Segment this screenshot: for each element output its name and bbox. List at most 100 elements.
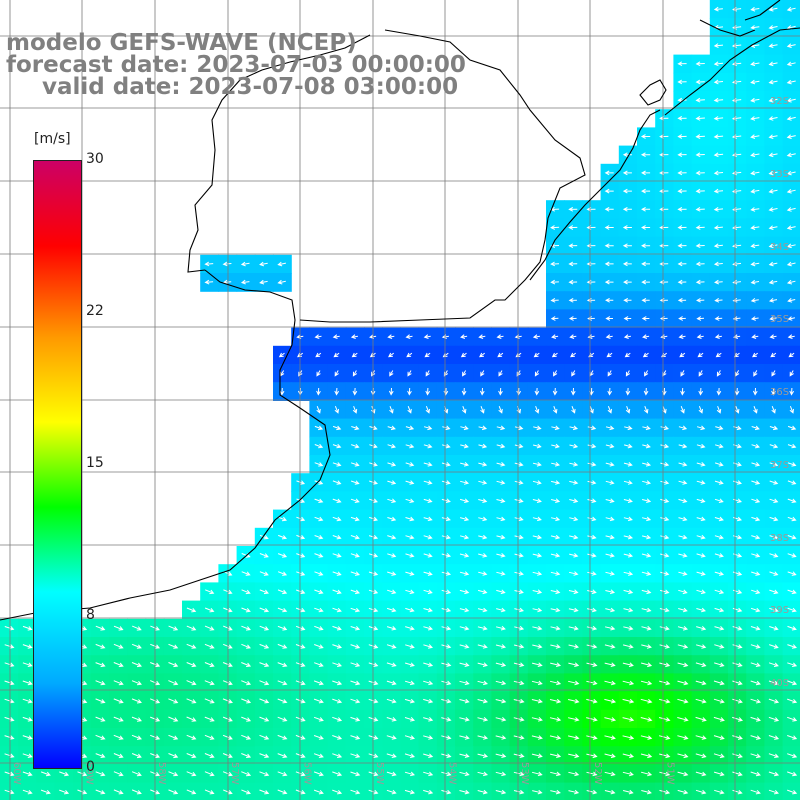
wind-arrow	[641, 170, 651, 176]
wind-arrow	[677, 152, 687, 158]
wind-arrow	[550, 279, 559, 285]
wind-arrow	[787, 534, 797, 540]
wind-arrow	[640, 152, 651, 158]
wind-arrow	[313, 753, 324, 758]
wind-arrow	[641, 644, 652, 649]
wind-arrow	[751, 553, 761, 558]
wind-arrow	[713, 170, 724, 176]
wind-arrow	[314, 443, 324, 449]
wind-arrow	[407, 370, 412, 377]
wind-arrow	[386, 680, 397, 686]
wind-arrow	[713, 698, 725, 704]
wind-arrow	[460, 443, 469, 449]
wind-arrow	[678, 334, 686, 339]
wind-arrow	[316, 387, 321, 396]
wind-arrow	[605, 516, 615, 522]
wind-arrow	[441, 680, 452, 686]
wind-arrow	[714, 644, 725, 649]
wind-arrow	[586, 644, 598, 649]
wind-arrow	[241, 789, 251, 795]
wind-arrow	[695, 170, 705, 176]
wind-arrow	[553, 370, 558, 377]
wind-arrow	[787, 735, 798, 740]
wind-arrow	[678, 462, 688, 467]
wind-arrow	[750, 6, 760, 12]
wind-arrow	[568, 297, 577, 303]
wind-arrow	[677, 698, 689, 704]
wind-arrow	[789, 387, 795, 396]
wind-arrow	[750, 771, 761, 777]
wind-arrow	[459, 534, 470, 540]
wind-arrow	[441, 480, 451, 485]
wind-arrow	[641, 589, 652, 595]
wind-arrow	[605, 316, 613, 321]
wind-arrow	[716, 387, 722, 396]
wind-arrow	[786, 243, 796, 249]
lon-label-58w: 58W	[156, 762, 167, 785]
wind-arrow	[604, 789, 616, 795]
wind-arrow	[514, 625, 525, 631]
wind-arrow	[640, 717, 653, 722]
wind-arrow	[314, 553, 324, 558]
wind-arrow	[423, 571, 433, 576]
wind-arrow	[514, 425, 524, 431]
wind-arrow	[423, 607, 433, 613]
wind-arrow	[405, 334, 413, 339]
wind-arrow	[640, 662, 653, 668]
wind-arrow	[695, 644, 707, 649]
longitude-labels: 60W 59W 58W 57W 56W 55W 54W 53W 52W 51W	[11, 762, 675, 785]
wind-arrow	[423, 644, 433, 649]
wind-arrow	[769, 462, 779, 467]
wind-arrow	[278, 534, 287, 540]
wind-arrow	[568, 206, 578, 212]
wind-arrow	[350, 534, 360, 540]
wind-arrow	[387, 553, 397, 558]
wind-arrow	[4, 789, 15, 795]
wind-arrow	[549, 680, 562, 686]
wind-arrow	[678, 516, 688, 522]
wind-arrow	[387, 571, 397, 576]
wind-arrow	[660, 553, 670, 558]
wind-arrow	[604, 225, 614, 230]
wind-arrow	[732, 716, 743, 722]
wind-arrow	[460, 352, 467, 358]
wind-arrow	[350, 735, 361, 740]
wind-arrow	[786, 279, 796, 285]
wind-arrow	[332, 753, 343, 758]
wind-arrow	[623, 553, 634, 558]
wind-arrow	[351, 425, 360, 431]
wind-arrow	[241, 753, 252, 758]
wind-arrow	[750, 79, 760, 85]
wind-arrow	[332, 571, 342, 576]
wind-arrow	[732, 789, 743, 795]
wind-arrow	[223, 589, 233, 595]
wind-arrow	[678, 425, 688, 431]
wind-arrow	[604, 279, 614, 285]
wind-arrow	[696, 516, 706, 522]
wind-arrow	[241, 680, 252, 686]
wind-arrow	[750, 170, 760, 176]
lon-label-51w: 51W	[664, 762, 675, 785]
wind-arrow	[40, 771, 51, 777]
wind-arrow	[205, 589, 215, 595]
wind-arrow	[186, 753, 197, 759]
wind-arrow	[713, 716, 725, 722]
wind-arrow	[787, 571, 797, 576]
wind-arrow	[659, 115, 669, 121]
wind-arrow	[332, 625, 342, 631]
wind-arrow	[662, 406, 667, 414]
wind-arrow	[605, 425, 615, 431]
wind-arrow	[587, 498, 597, 503]
wind-arrow	[713, 753, 725, 759]
wind-arrow	[22, 625, 33, 631]
wind-arrow	[660, 480, 670, 485]
wind-arrow	[607, 406, 612, 414]
wind-arrow	[660, 498, 670, 503]
wind-arrow	[441, 662, 452, 667]
wind-arrow	[222, 261, 232, 267]
wind-arrow	[259, 734, 270, 740]
wind-arrow	[732, 626, 743, 631]
wind-arrow	[441, 589, 452, 595]
wind-arrow	[95, 789, 106, 795]
